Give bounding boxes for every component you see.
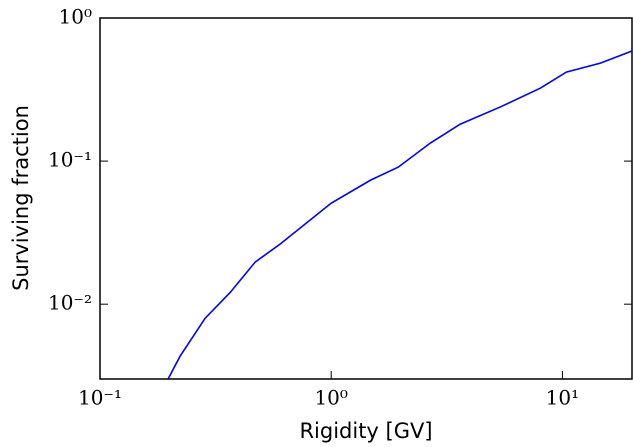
y-axis-label: Surviving fraction: [9, 105, 33, 291]
data-line: [167, 50, 632, 379]
x-axis-label: Rigidity [GV]: [299, 419, 432, 443]
x-tick-label: 10¹: [546, 386, 579, 410]
y-tick-label: 10⁻¹: [48, 148, 92, 172]
plot-frame: [99, 17, 633, 380]
x-tick-label: 10⁰: [314, 386, 347, 410]
x-tick-label: 10⁻¹: [78, 386, 122, 410]
y-tick-label: 10⁻²: [48, 291, 92, 315]
y-tick-label: 10⁰: [59, 5, 92, 29]
